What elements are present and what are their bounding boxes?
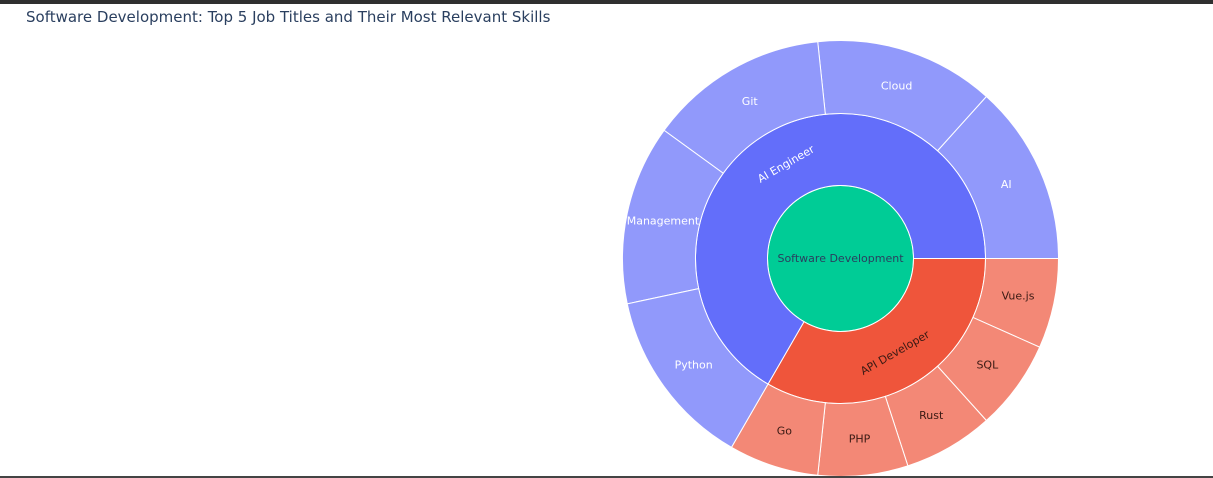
sunburst-leaf-label-go: Go (777, 425, 793, 438)
sunburst-leaf-label-management: Management (627, 214, 700, 227)
sunburst-leaf-label-python: Python (675, 359, 713, 372)
sunburst-leaf-management[interactable] (622, 129, 724, 305)
window-bottom-line (0, 476, 1213, 478)
sunburst-leaf-cloud[interactable] (817, 40, 988, 152)
sunburst-leaf-label-git: Git (742, 95, 759, 108)
chart-title: Software Development: Top 5 Job Titles a… (26, 8, 551, 26)
sunburst-leaf-label-vue-js: Vue.js (1002, 290, 1035, 303)
sunburst-leaf-label-php: PHP (849, 433, 871, 446)
sunburst-leaf-label-cloud: Cloud (881, 79, 912, 92)
sunburst-leaf-python[interactable] (626, 288, 769, 448)
sunburst-root-label: Software Development (777, 252, 904, 265)
sunburst-leaf-git[interactable] (663, 41, 826, 174)
sunburst-leaf-label-ai: AI (1001, 178, 1012, 191)
sunburst-leaf-ai[interactable] (936, 95, 1060, 259)
sunburst-leaf-label-rust: Rust (919, 409, 944, 422)
window-top-bar (0, 0, 1213, 4)
sunburst-leaf-label-sql: SQL (976, 359, 999, 372)
